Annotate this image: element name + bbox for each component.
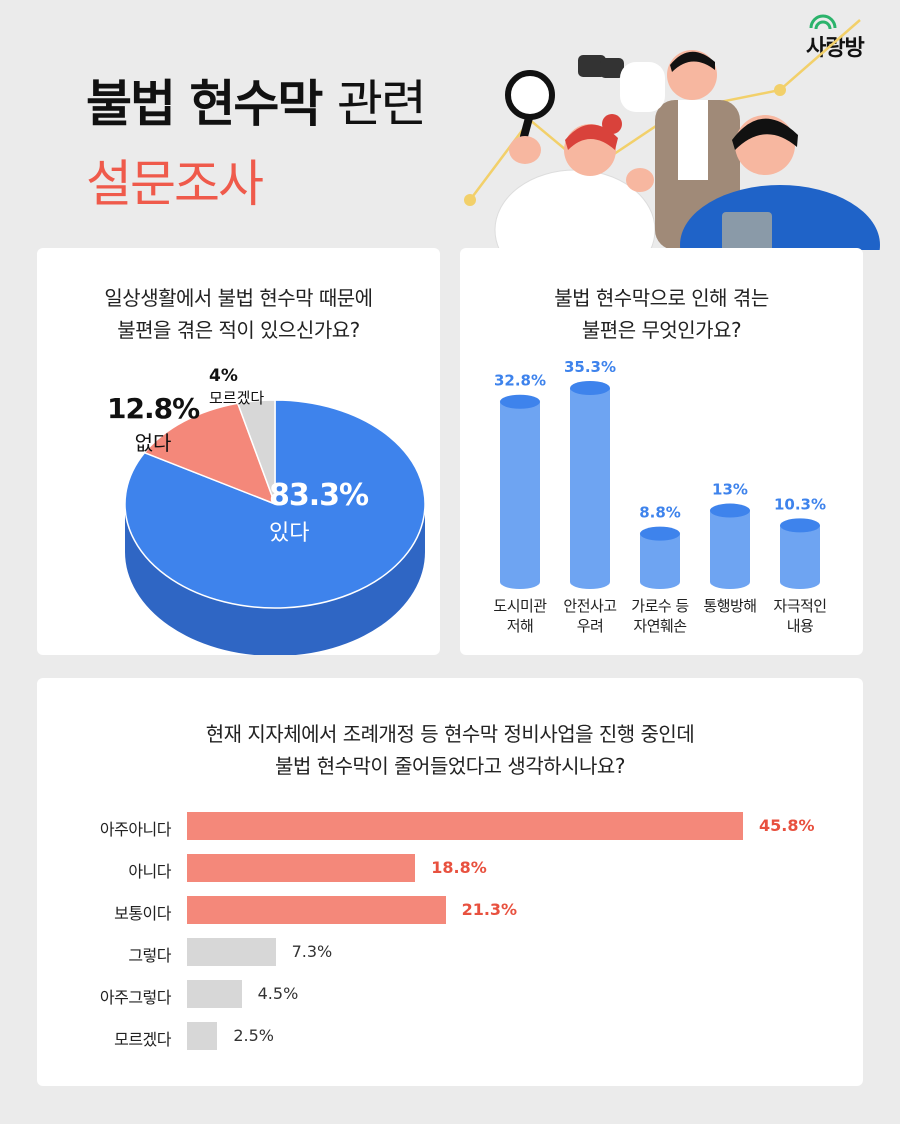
bar-body-1 (570, 388, 610, 582)
hbar-value-label-2: 21.3% (461, 900, 518, 919)
survey3-question-line2: 불법 현수막이 줄어들었다고 생각하시나요? (275, 754, 625, 778)
survey3-question-line1: 현재 지자체에서 조례개정 등 현수막 정비사업을 진행 중인데 (205, 722, 695, 746)
bar-body-2 (640, 533, 680, 582)
bar-base-1 (570, 575, 610, 589)
survey1-card: 일상생활에서 불법 현수막 때문에 불편을 겪은 적이 있으신가요? 83.3%… (37, 248, 440, 655)
pie-pct-no: 12.8% (107, 392, 200, 425)
survey1-question-line1: 일상생활에서 불법 현수막 때문에 (104, 286, 373, 310)
bar-value-label-3: 13% (712, 481, 748, 499)
pie-cat-yes: 있다 (269, 521, 310, 546)
pie-label-yes: 83.3% 있다 (269, 478, 369, 547)
title-line-2: 설문조사 (86, 155, 264, 213)
hbar-2 (187, 896, 446, 924)
pie-slice-no (143, 402, 277, 506)
bar-top-2 (640, 526, 680, 541)
hbar-4 (187, 980, 242, 1008)
page-title: 불법 현수막 관련 설문조사 (86, 64, 427, 216)
bar-caption-line2: 내용 (786, 617, 814, 635)
bar-body-0 (500, 401, 540, 582)
bar-value-label-4: 10.3% (774, 495, 826, 513)
hbar-label-5: 모르겠다 (114, 1030, 171, 1049)
hbar-label-1: 아니다 (128, 862, 171, 881)
bar-caption-line2: 우려 (576, 617, 604, 635)
bar-base-2 (640, 575, 680, 589)
hbar-label-2: 보통이다 (114, 904, 171, 923)
hbar-label-0: 아주아니다 (99, 820, 172, 839)
survey2-question-line1: 불법 현수막으로 인해 겪는 (554, 286, 769, 310)
hbar-value-label-4: 4.5% (257, 984, 299, 1003)
title-light: 관련 (336, 75, 427, 133)
bar-caption-line1: 자극적인 (773, 597, 827, 615)
bar-top-4 (780, 518, 820, 533)
survey2-card: 불법 현수막으로 인해 겪는 불편은 무엇인가요? 32.8% 35.3% 8.8%… (460, 248, 863, 655)
hbar-value-label-0: 45.8% (759, 816, 815, 835)
survey1-question: 일상생활에서 불법 현수막 때문에 불편을 겪은 적이 있으신가요? (37, 282, 440, 346)
survey-people-illustration (464, 19, 880, 250)
hbar-label-3: 그렇다 (128, 946, 171, 965)
bar-base-3 (710, 575, 750, 589)
hbar-value-label-5: 2.5% (233, 1026, 274, 1045)
pie-label-unsure: 4% 모르겠다 (209, 366, 264, 408)
bar-value-label-2: 8.8% (639, 504, 681, 522)
bar-body-3 (710, 510, 750, 582)
pie-pct-yes: 83.3% (269, 478, 369, 513)
hbar-value-label-1: 18.8% (431, 858, 487, 877)
hbar-3 (187, 938, 276, 966)
survey1-question-line2: 불편을 겪은 적이 있으신가요? (117, 318, 360, 342)
survey2-question-line2: 불편은 무엇인가요? (581, 318, 742, 342)
bar-top-0 (500, 394, 540, 409)
survey1-pie-chart (124, 399, 426, 655)
bar-value-label-0: 32.8% (494, 372, 546, 390)
hbar-5 (187, 1022, 218, 1050)
hbar-1 (187, 854, 416, 882)
bar-base-0 (500, 575, 540, 589)
bar-base-4 (780, 575, 820, 589)
bar-caption-line1: 안전사고 (563, 597, 617, 615)
hbar-value-label-3: 7.3% (291, 942, 333, 961)
pie-slice-yes-side (125, 504, 425, 655)
bar-caption-line1: 통행방해 (703, 597, 757, 615)
bar-top-1 (570, 381, 610, 395)
survey3-card: 현재 지자체에서 조례개정 등 현수막 정비사업을 진행 중인데 불법 현수막이… (37, 678, 863, 1086)
survey2-question: 불법 현수막으로 인해 겪는 불편은 무엇인가요? (460, 282, 863, 346)
pie-cat-unsure: 모르겠다 (209, 389, 265, 407)
bar-caption-line1: 도시미관 (493, 597, 547, 615)
pie-label-no: 12.8% 없다 (107, 392, 200, 456)
signal-icon (809, 14, 837, 30)
bar-body-4 (780, 525, 820, 582)
bar-value-label-1: 35.3% (564, 358, 616, 376)
survey2-bar-chart: 32.8% 35.3% 8.8% 13% 10.3% (494, 358, 826, 589)
title-bold: 불법 현수막 (86, 75, 323, 133)
pie-slice-unsure (236, 399, 276, 505)
bar-top-3 (710, 503, 750, 518)
bar-caption-line2: 자연훼손 (633, 617, 687, 635)
bar-caption-3: 통행방해 (685, 596, 775, 616)
bar-caption-line1: 가로수 등 (631, 597, 689, 615)
survey3-question: 현재 지자체에서 조례개정 등 현수막 정비사업을 진행 중인데 불법 현수막이… (37, 718, 863, 782)
title-line-1: 불법 현수막 관련 (86, 64, 427, 136)
pie-pct-unsure: 4% (209, 366, 238, 386)
hbar-label-4: 아주그렇다 (99, 988, 172, 1007)
bar-caption-line2: 저해 (506, 617, 534, 635)
pie-cat-no: 없다 (134, 431, 172, 455)
hbar-0 (187, 812, 743, 840)
